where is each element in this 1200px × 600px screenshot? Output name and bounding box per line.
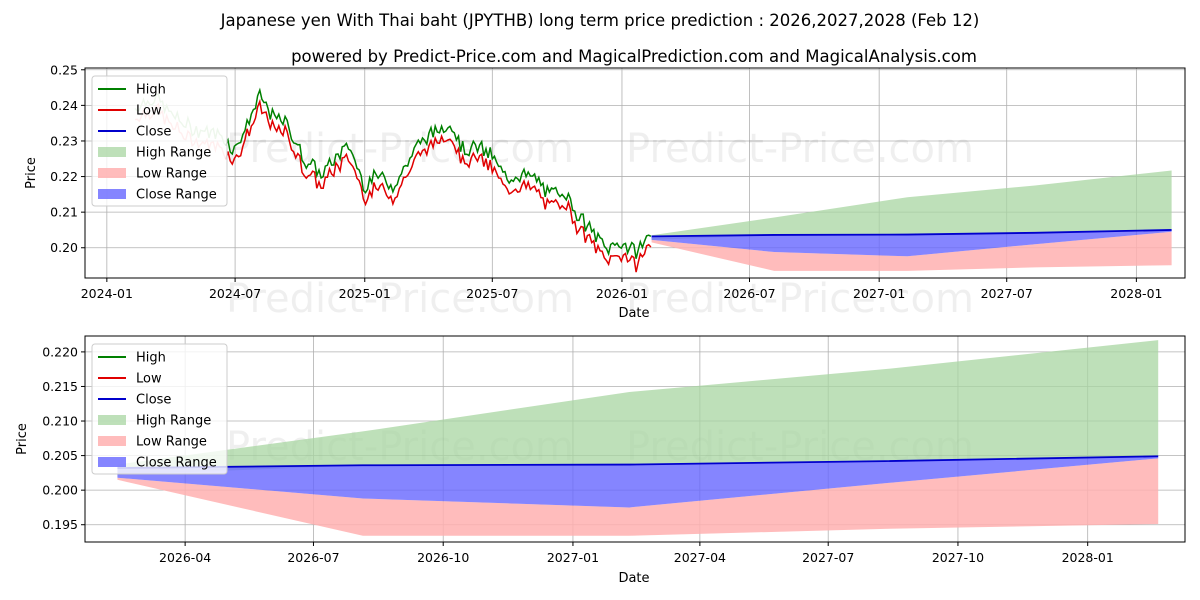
y-tick-label: 0.205 xyxy=(42,448,78,463)
x-tick-label: 2028-01 xyxy=(1062,550,1114,565)
watermark-text: Predict-Price.com xyxy=(226,276,574,322)
plot-area xyxy=(117,340,1159,536)
x-tick-label: 2028-01 xyxy=(1110,286,1162,301)
y-tick-label: 0.195 xyxy=(42,517,78,532)
x-tick-label: 2025-07 xyxy=(466,286,518,301)
x-tick-label: 2027-10 xyxy=(932,550,984,565)
legend-swatch-patch xyxy=(98,457,126,467)
legend-swatch-patch xyxy=(98,168,126,178)
x-axis-label: Date xyxy=(618,306,649,321)
y-tick-label: 0.200 xyxy=(42,483,78,498)
x-tick-label: 2026-07 xyxy=(287,550,339,565)
watermark-text: Predict-Price.com xyxy=(226,126,574,172)
y-tick-label: 0.25 xyxy=(50,62,78,77)
legend-label: Low Range xyxy=(136,435,207,450)
x-tick-label: 2025-01 xyxy=(339,286,391,301)
legend-swatch-patch xyxy=(98,436,126,446)
chart-legend: High Low Close High Range Low Range Close Ran… xyxy=(91,75,228,207)
high-history-line xyxy=(225,87,652,259)
chart-legend: High Low Close High Range Low Range Close Ran… xyxy=(91,343,228,475)
legend-label: High Range xyxy=(136,414,211,429)
x-tick-label: 2026-07 xyxy=(723,286,775,301)
high-range-band xyxy=(117,340,1159,475)
legend-label: High xyxy=(136,351,166,366)
axes-frame xyxy=(84,335,1186,543)
x-tick-label: 2024-07 xyxy=(209,286,261,301)
y-tick-label: 0.24 xyxy=(50,98,78,113)
low-range-band xyxy=(117,458,1159,536)
legend-label: Close Range xyxy=(136,456,217,471)
chart-subtitle: powered by Predict-Price.com and Magical… xyxy=(291,47,977,66)
x-tick-label: 2027-01 xyxy=(547,550,599,565)
legend-swatch-patch xyxy=(98,415,126,425)
x-tick-label: 2027-04 xyxy=(674,550,726,565)
y-tick-label: 0.22 xyxy=(50,169,78,184)
legend-label: Low xyxy=(136,372,162,387)
legend-label: Low Range xyxy=(136,167,207,182)
x-tick-label: 2027-07 xyxy=(981,286,1033,301)
y-axis-label: Price xyxy=(15,423,30,455)
y-tick-label: 0.210 xyxy=(42,414,78,429)
legend-label: Close Range xyxy=(136,188,217,203)
legend-swatch-patch xyxy=(98,189,126,199)
y-tick-label: 0.23 xyxy=(50,133,78,148)
chart-title: Japanese yen With Thai baht (JPYTHB) lon… xyxy=(220,11,980,30)
y-tick-label: 0.215 xyxy=(42,379,78,394)
high-range-band xyxy=(651,170,1172,240)
close-range-band xyxy=(117,456,1159,508)
x-axis-label: Date xyxy=(618,571,649,586)
close-forecast-line xyxy=(117,455,1159,469)
axes-frame xyxy=(84,67,1186,279)
legend-label: Close xyxy=(136,125,171,140)
x-tick-label: 2024-01 xyxy=(81,286,133,301)
x-tick-label: 2027-01 xyxy=(853,286,905,301)
legend-label: Close xyxy=(136,393,171,408)
low-range-band xyxy=(651,231,1172,271)
x-tick-label: 2026-01 xyxy=(596,286,648,301)
x-tick-label: 2026-04 xyxy=(159,550,211,565)
close-range-band xyxy=(651,229,1172,257)
y-tick-label: 0.20 xyxy=(50,240,78,255)
x-tick-label: 2027-07 xyxy=(802,550,854,565)
legend-swatch-patch xyxy=(98,147,126,157)
legend-label: High Range xyxy=(136,146,211,161)
forecast-zoom-panel: Predict-Price.comPredict-Price.com2026-0… xyxy=(15,335,1186,586)
y-tick-label: 0.220 xyxy=(42,344,78,359)
plot-area xyxy=(134,87,1172,273)
watermark-text: Predict-Price.com xyxy=(626,126,974,172)
legend-label: Low xyxy=(136,104,162,119)
y-axis-label: Price xyxy=(24,157,39,189)
long-term-panel: Predict-Price.com Predict-Price.com Predic… xyxy=(24,62,1186,322)
close-forecast-line xyxy=(651,229,1172,238)
y-tick-label: 0.21 xyxy=(50,205,78,220)
low-history-line xyxy=(225,98,652,273)
watermark-text: Predict-Price.com xyxy=(626,276,974,322)
x-tick-label: 2026-10 xyxy=(417,550,469,565)
legend-label: High xyxy=(136,83,166,98)
